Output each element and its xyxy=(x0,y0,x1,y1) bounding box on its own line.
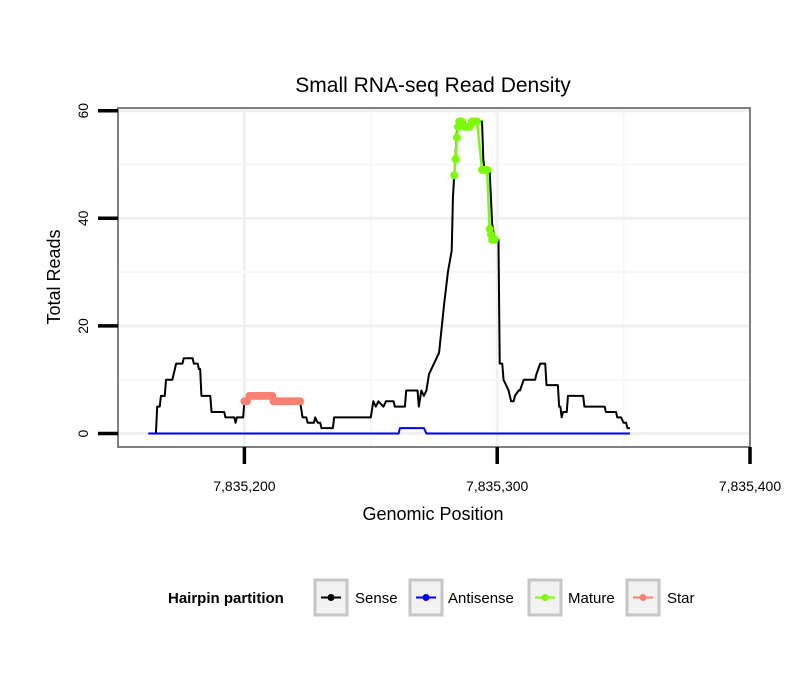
data-point-mature xyxy=(490,235,499,244)
grid-lines xyxy=(118,108,750,447)
data-point-mature xyxy=(451,155,460,164)
series-layer xyxy=(148,117,630,435)
series-line-antisense xyxy=(148,427,630,435)
axes: 7,835,200 7,835,300 7,835,400 0 20 40 60 xyxy=(75,103,781,494)
y-tick-label: 0 xyxy=(75,429,91,437)
legend-key-sense xyxy=(313,578,349,617)
plot-panel-border xyxy=(117,107,751,448)
data-point-mature xyxy=(450,171,459,180)
y-tick-label: 60 xyxy=(75,103,91,119)
x-axis-title: Genomic Position xyxy=(362,504,503,524)
y-tick-label: 20 xyxy=(75,318,91,334)
legend-key-point-antisense xyxy=(422,594,430,601)
legend-label-sense: Sense xyxy=(355,590,398,607)
legend-label-antisense: Antisense xyxy=(448,590,514,607)
data-point-star xyxy=(296,397,305,406)
y-tick-label: 40 xyxy=(75,210,91,226)
legend-label-mature: Mature xyxy=(568,590,615,607)
y-axis-title: Total Reads xyxy=(44,229,64,324)
series-line-sense xyxy=(148,120,630,435)
chart-title: Small RNA-seq Read Density xyxy=(295,74,571,97)
legend-key-point-mature xyxy=(541,594,549,601)
data-point-mature xyxy=(472,117,481,126)
x-tick-label: 7,835,300 xyxy=(466,478,528,494)
x-tick-label: 7,835,400 xyxy=(719,478,781,494)
legend-label-star: Star xyxy=(667,590,695,607)
legend-key-point-star xyxy=(639,594,647,601)
plot-panel-background xyxy=(118,108,750,447)
legend-title: Hairpin partition xyxy=(168,590,284,607)
legend-key-point-sense xyxy=(327,594,335,601)
data-point-mature xyxy=(483,165,492,174)
data-point-mature xyxy=(452,133,461,142)
x-tick-label: 7,835,200 xyxy=(213,478,275,494)
legend: Hairpin partition Sense Antisense Mature St… xyxy=(168,578,695,617)
